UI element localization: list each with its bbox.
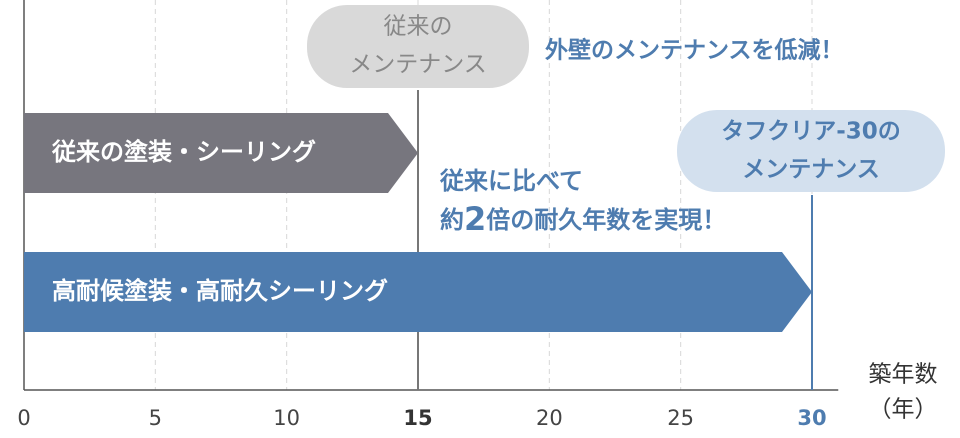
bar (24, 113, 418, 193)
callout-text: タフクリア-30の (721, 119, 901, 145)
bar-label: 従来の塗装・シーリング (51, 138, 316, 166)
x-tick-label: 30 (797, 406, 826, 430)
note-part: 約 (440, 206, 464, 234)
x-tick-label: 20 (536, 406, 563, 430)
bar-label: 高耐候塗装・高耐久シーリング (52, 277, 388, 305)
x-tick-label: 10 (273, 406, 300, 430)
note: 外壁のメンテナンスを低減！ (545, 37, 844, 64)
note-part: 2 (464, 200, 486, 238)
bar (24, 252, 812, 332)
callout-bubble (677, 110, 945, 192)
note: 約2倍の耐久年数を実現！ (440, 200, 726, 238)
x-tick-label: 25 (667, 406, 694, 430)
callout-text: 従来の (384, 14, 453, 40)
callout-text: メンテナンス (742, 157, 880, 183)
x-axis-label: 築年数 (869, 362, 938, 388)
x-tick-label: 0 (17, 406, 30, 430)
note-part: 倍の耐久年数を実現！ (486, 206, 726, 234)
x-tick-label: 15 (403, 406, 432, 430)
callout-bubble (307, 5, 529, 88)
x-tick-label: 5 (149, 406, 162, 430)
note: 従来に比べて (439, 167, 583, 195)
callout-text: メンテナンス (349, 52, 487, 78)
x-axis-label: （年） (869, 397, 938, 423)
note-part: 従来に比べて (439, 167, 583, 195)
